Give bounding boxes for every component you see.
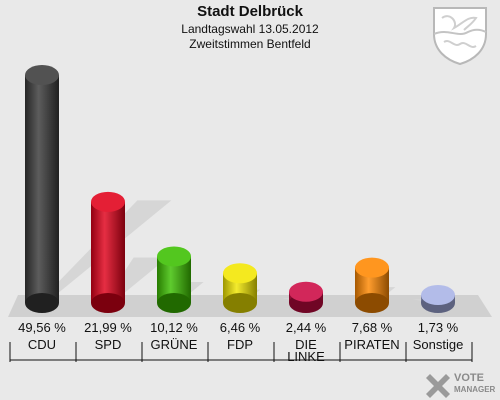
bar-top bbox=[157, 246, 191, 267]
logo-text-vote: VOTE bbox=[454, 372, 484, 384]
bar-base bbox=[91, 293, 125, 313]
value-label: 49,56 % bbox=[18, 320, 66, 335]
value-label: 6,46 % bbox=[220, 320, 261, 335]
value-label: 10,12 % bbox=[150, 320, 198, 335]
category-label: GRÜNE bbox=[151, 337, 198, 352]
category-label: FDP bbox=[227, 337, 253, 352]
chart-title: Stadt Delbrück bbox=[197, 3, 303, 20]
category-label: PIRATEN bbox=[344, 337, 399, 352]
value-label: 21,99 % bbox=[84, 320, 132, 335]
bars-group bbox=[25, 65, 455, 313]
bar-top bbox=[289, 281, 323, 302]
bar bbox=[157, 246, 191, 313]
bar-base bbox=[25, 293, 59, 313]
category-label: DIE bbox=[295, 337, 317, 352]
chart-subtitle-election: Landtagswahl 13.05.2012 bbox=[181, 22, 319, 36]
chart-subtitle-district: Zweitstimmen Bentfeld bbox=[189, 37, 311, 51]
bar bbox=[355, 257, 389, 313]
value-label: 1,73 % bbox=[418, 320, 459, 335]
category-label: CDU bbox=[28, 337, 56, 352]
category-label: SPD bbox=[95, 337, 122, 352]
value-label: 7,68 % bbox=[352, 320, 393, 335]
bar-top bbox=[421, 285, 455, 306]
vote-manager-logo: VOTE MANAGER bbox=[426, 372, 496, 398]
bar-body bbox=[25, 75, 59, 303]
bar-top bbox=[25, 65, 59, 86]
category-label: Sonstige bbox=[413, 337, 464, 352]
bar bbox=[421, 285, 455, 313]
bar-top bbox=[91, 191, 125, 212]
bar-base bbox=[157, 293, 191, 313]
bar-top bbox=[355, 257, 389, 278]
bar bbox=[25, 65, 59, 313]
bar-body bbox=[91, 201, 125, 303]
bar-top bbox=[223, 263, 257, 284]
chart-back-shadow bbox=[60, 182, 230, 295]
value-labels: 49,56 % 21,99 % 10,12 % 6,46 % 2,44 % 7,68 % 1… bbox=[18, 320, 459, 335]
bar bbox=[289, 281, 323, 313]
value-label: 2,44 % bbox=[286, 320, 327, 335]
category-axis bbox=[9, 342, 473, 362]
coat-of-arms-icon bbox=[433, 7, 487, 66]
logo-text-manager: MANAGER bbox=[454, 385, 496, 394]
bar-base bbox=[355, 293, 389, 313]
bar bbox=[91, 191, 125, 313]
bar bbox=[223, 263, 257, 313]
category-label: LINKE bbox=[287, 349, 325, 364]
bar-base bbox=[223, 293, 257, 313]
